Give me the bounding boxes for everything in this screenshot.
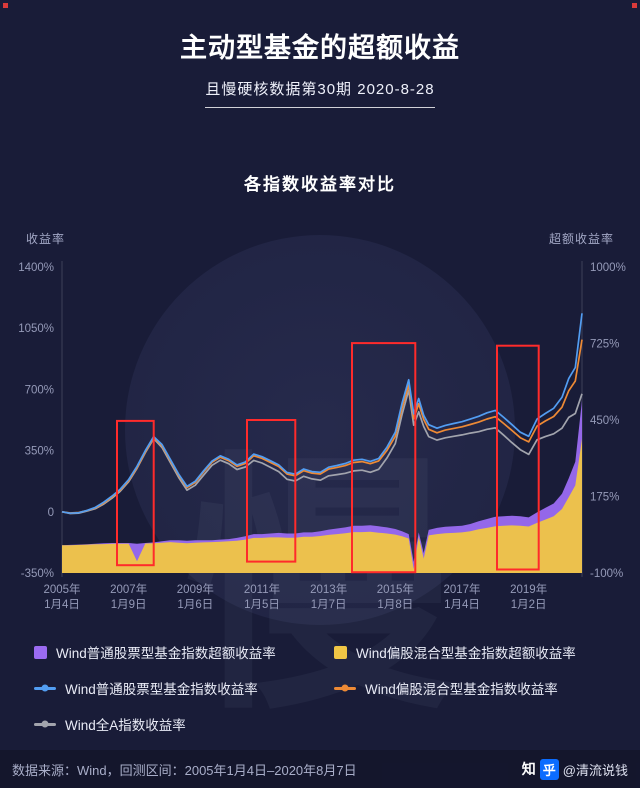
legend-marker-line-icon [334,684,356,692]
page-title: 主动型基金的超额收益 [180,33,460,63]
left-axis-tick: 700% [25,384,54,396]
series-line [61,339,583,514]
index-returns-comparison-chart: 收益率 超额收益率 1400% 1050% 700% 350% 0 -350% 1000% 725… [18,231,626,611]
legend-item: Wind偏股混合型基金指数超额收益率 [334,642,626,662]
x-axis-tick: 2009年 1月6日 [177,582,214,611]
chart-legend: Wind普通股票型基金指数超额收益率 Wind偏股混合型基金指数超额收益率 Wi… [34,642,626,734]
legend-label: Wind普通股票型基金指数收益率 [65,682,258,697]
right-axis-tick: 1000% [590,262,626,274]
left-axis-tick: -350% [21,568,54,580]
zhihu-brand-text: 知 [521,761,536,777]
right-axis-title: 超额收益率 [549,231,614,246]
series-line [61,313,583,515]
series-area [62,438,582,573]
left-axis-title: 收益率 [26,231,65,246]
legend-item: Wind普通股票型基金指数超额收益率 [34,642,330,662]
page-subtitle-text: 且慢硬核数据第30期 2020-8-28 [205,78,435,108]
chart-title: 各指数收益率对比 [244,175,396,194]
zhihu-watermark: 知 乎 @清流说钱 [521,758,628,780]
series-line [61,389,583,515]
x-axis-tick: 2017年 1月4日 [443,582,480,611]
highlight-box [351,342,417,574]
legend-marker-area-icon [334,645,347,659]
legend-item: Wind全A指数收益率 [34,714,330,734]
left-axis-tick: 0 [48,507,54,519]
legend-marker-area-icon [34,645,47,659]
legend-marker-line-icon [34,684,56,692]
legend-label: Wind偏股混合型基金指数收益率 [365,682,558,697]
legend-marker-dot [41,720,49,728]
x-axis-tick: 2013年 1月7日 [310,582,347,611]
legend-label: Wind全A指数收益率 [65,718,186,733]
page-subtitle: 且慢硬核数据第30期 2020-8-28 [0,78,640,108]
highlight-box [496,344,540,571]
legend-label: Wind普通股票型基金指数超额收益率 [56,646,276,661]
right-axis-tick: 450% [590,415,619,427]
highlight-box [246,419,297,563]
zhihu-logo: 乎 [539,758,559,780]
footer-bar: 数据来源：Wind，回测区间：2005年1月4日–2020年8月7日 知 乎 @… [0,750,640,788]
legend-marker-dot [341,684,349,692]
x-axis-tick: 2005年 1月4日 [43,582,80,611]
corner-marker [632,3,637,8]
x-axis-tick: 2007年 1月9日 [110,582,147,611]
x-axis-tick: 2019年 1月2日 [510,582,547,611]
left-axis-tick: 1050% [18,323,54,335]
right-axis-tick: -100% [590,568,623,580]
legend-label: Wind偏股混合型基金指数超额收益率 [356,646,576,661]
right-axis-tick: 725% [590,339,619,351]
legend-item: Wind偏股混合型基金指数收益率 [334,678,626,698]
data-source-note: 数据来源：Wind，回测区间：2005年1月4日–2020年8月7日 [12,762,357,778]
legend-item: Wind普通股票型基金指数收益率 [34,678,330,698]
x-axis-tick: 2011年 1月5日 [244,582,280,611]
x-axis-tick: 2015年 1月8日 [377,582,414,611]
left-axis-tick: 1400% [18,262,54,274]
zhihu-handle: @清流说钱 [562,762,628,778]
left-axis-tick: 350% [25,446,54,458]
series-area [62,400,582,573]
corner-marker [3,3,8,8]
highlight-box [116,419,155,567]
legend-marker-dot [41,684,49,692]
right-axis-tick: 175% [590,492,619,504]
legend-marker-line-icon [34,720,56,728]
